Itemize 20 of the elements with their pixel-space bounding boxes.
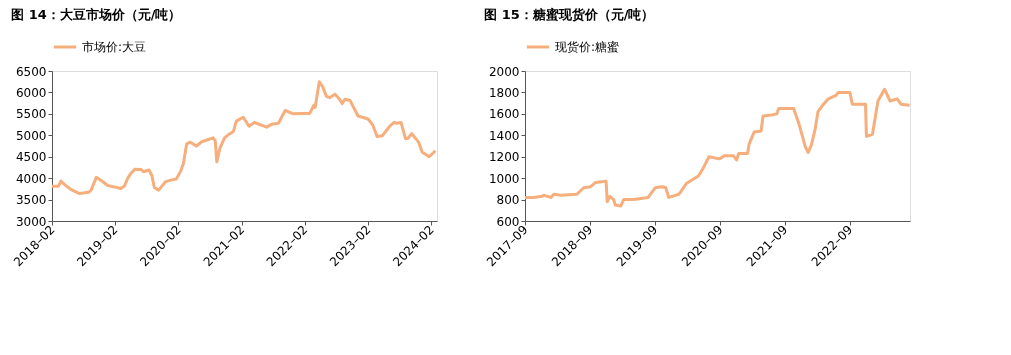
y-tick-label: 1800 <box>488 85 520 100</box>
y-tick-label: 6500 <box>15 64 47 79</box>
legend-label: 现货价:糖蜜 <box>555 40 620 54</box>
y-tick-label: 5500 <box>15 107 47 122</box>
line-series <box>523 87 912 208</box>
y-tick-label: 1200 <box>488 150 520 165</box>
y-tick-label: 3500 <box>15 193 47 208</box>
chart-title: 图 15：糖蜜现货价（元/吨） <box>484 7 655 22</box>
y-tick-label: 1000 <box>488 171 520 186</box>
y-tick-label: 1400 <box>488 128 520 143</box>
line-series <box>50 80 437 196</box>
y-tick-label: 800 <box>496 193 520 208</box>
y-tick-label: 6000 <box>15 85 47 100</box>
y-tick-label: 5000 <box>15 128 47 143</box>
y-tick-label: 1600 <box>488 107 520 122</box>
y-tick-label: 2000 <box>488 64 520 79</box>
y-tick-label: 4500 <box>15 150 47 165</box>
legend-label: 市场价:大豆 <box>82 40 147 54</box>
chart-title: 图 14：大豆市场价（元/吨） <box>11 7 182 22</box>
y-tick-label: 4000 <box>15 171 47 186</box>
